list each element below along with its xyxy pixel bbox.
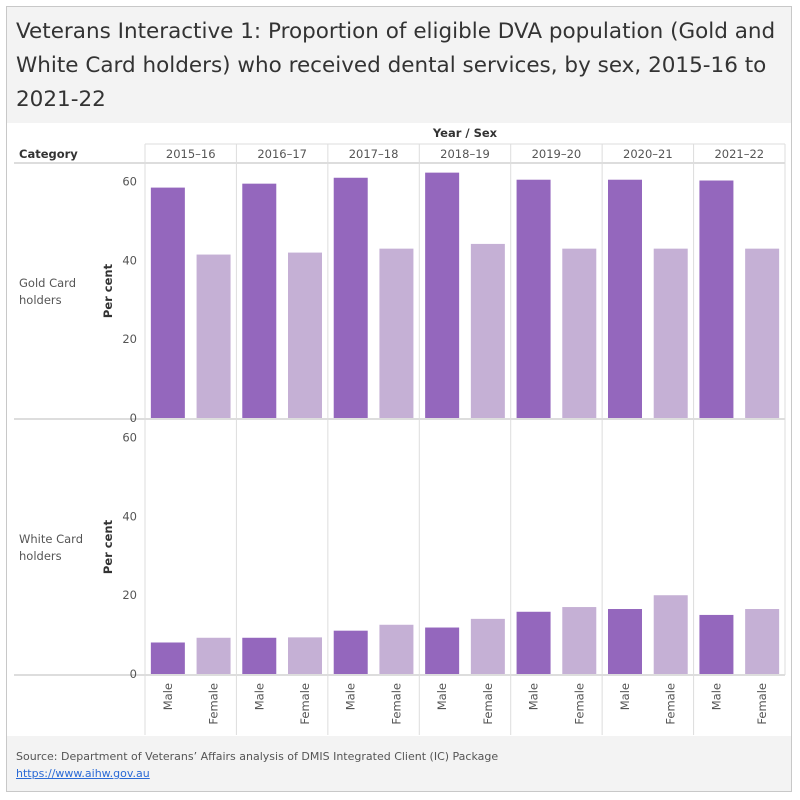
y-tick-label: 20 [122,588,137,602]
bar-male-gold [608,179,642,418]
category-label: holders [19,293,62,307]
sex-label: Female [755,683,769,725]
bar-male-gold [516,179,551,418]
y-tick-label: 60 [122,431,137,445]
category-label: holders [19,549,62,563]
sex-label: Female [389,683,403,725]
sex-label: Male [344,683,358,710]
year-header: 2017–18 [349,147,399,161]
y-tick-label: 60 [122,175,137,189]
sex-label: Female [207,683,221,725]
bar-female-gold [288,252,322,418]
bar-female-white [562,607,597,674]
year-header: 2021–22 [714,147,764,161]
y-tick-label: 0 [130,411,137,425]
sex-label: Male [527,683,541,710]
year-header: 2015–16 [166,147,216,161]
y-axis-label: Per cent [101,263,115,318]
bar-female-gold [196,254,231,418]
bar-male-white [242,637,277,674]
bar-male-gold [699,180,734,418]
y-tick-label: 0 [130,667,137,681]
sex-label: Male [435,683,449,710]
bar-female-gold [379,248,414,418]
y-tick-label: 40 [122,509,137,523]
bar-male-gold [150,187,185,418]
category-label: White Card [19,532,83,546]
bar-chart: Year / Sex Category 2015–16 2016–17 2017–18 2… [14,126,786,735]
row-header: Category [19,147,78,161]
y-tick-label: 20 [122,332,137,346]
sex-label: Male [161,683,175,710]
y-axis-label: Per cent [101,519,115,574]
columns-header: Year / Sex [432,126,498,140]
sex-label: Male [618,683,632,710]
bar-female-white [196,637,231,674]
title-bar: Veterans Interactive 1: Proportion of el… [7,7,791,123]
sex-label: Female [572,683,586,725]
bar-male-white [699,614,734,674]
bar-female-white [379,624,414,674]
bar-female-white [653,595,688,674]
bar-female-gold [745,248,780,418]
category-label: Gold Card [19,276,76,290]
year-header: 2018–19 [440,147,490,161]
bar-male-gold [333,177,368,418]
bar-male-white [516,611,551,674]
bar-male-gold [242,183,277,418]
bar-female-gold [653,248,688,418]
sex-label: Female [298,683,312,725]
sex-label: Male [709,683,723,710]
sex-label: Male [252,683,266,710]
bar-female-white [470,618,505,674]
sex-label: Female [481,683,495,725]
footer: Source: Department of Veterans’ Affairs … [7,736,791,791]
bar-male-white [425,627,460,674]
bar-male-white [333,630,368,674]
bar-male-white [608,609,642,674]
bar-female-white [288,637,322,674]
sex-label: Female [664,683,678,725]
source-note: Source: Department of Veterans’ Affairs … [16,750,499,763]
year-header: 2016–17 [257,147,307,161]
bar-male-gold [425,172,460,418]
year-header: 2020–21 [623,147,673,161]
year-header: 2019–20 [532,147,582,161]
bar-female-gold [562,248,597,418]
chart-title: Veterans Interactive 1: Proportion of el… [16,19,776,112]
bar-male-white [150,642,185,674]
bar-female-gold [470,243,505,418]
source-link[interactable]: https://www.aihw.gov.au [16,767,150,780]
y-tick-label: 40 [122,253,137,267]
bar-female-white [745,609,780,674]
